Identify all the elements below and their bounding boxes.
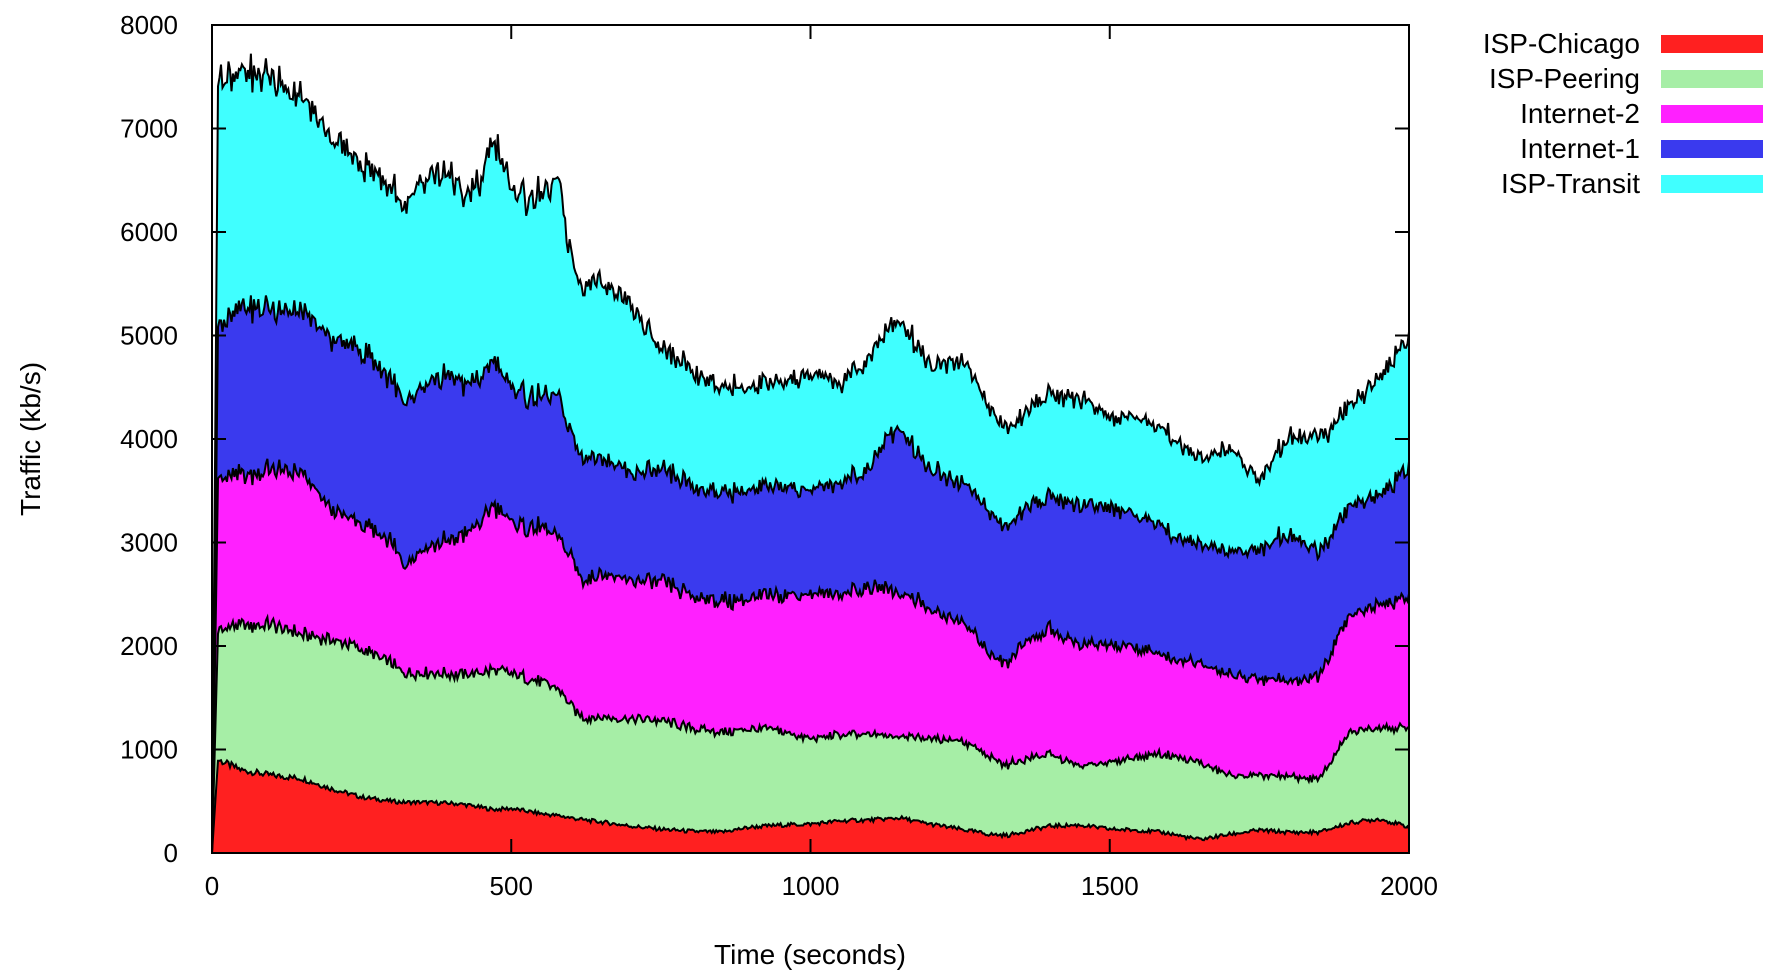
legend-swatch: [1661, 70, 1763, 88]
boundary-line-internet-2: [211, 458, 1410, 854]
legend-label: Internet-1: [1520, 133, 1640, 164]
legend-label: Internet-2: [1520, 98, 1640, 129]
legend-swatch: [1661, 140, 1763, 158]
y-tick-label: 1000: [120, 735, 178, 765]
x-axis-title: Time (seconds): [714, 939, 906, 970]
legend-swatch: [1661, 105, 1763, 123]
x-tick-label: 1000: [782, 871, 840, 901]
y-tick-label: 3000: [120, 528, 178, 558]
legend-item-isp-peering: ISP-Peering: [1489, 63, 1763, 94]
legend-item-internet-2: Internet-2: [1520, 98, 1763, 129]
x-tick-label: 500: [490, 871, 533, 901]
legend-item-internet-1: Internet-1: [1520, 133, 1763, 164]
area-isp-transit: [212, 53, 1409, 853]
tick-layer: 0 500 1000 1500 2000 0 1000 2000 3000 4000 5000 600…: [120, 10, 1438, 901]
y-tick-label: 6000: [120, 217, 178, 247]
boundary-line-isp-chicago: [211, 758, 1410, 854]
x-tick-label: 2000: [1380, 871, 1438, 901]
legend-label: ISP-Transit: [1501, 168, 1640, 199]
y-tick-label: 7000: [120, 114, 178, 144]
y-tick-label: 0: [164, 838, 178, 868]
area-internet-2: [212, 458, 1409, 853]
x-tick-label: 0: [205, 871, 219, 901]
legend-item-isp-transit: ISP-Transit: [1501, 168, 1763, 199]
legend-label: ISP-Peering: [1489, 63, 1640, 94]
y-tick-label: 8000: [120, 10, 178, 40]
legend-swatch: [1661, 175, 1763, 193]
boundary-line-isp-peering: [211, 613, 1410, 854]
legend-item-isp-chicago: ISP-Chicago: [1483, 28, 1763, 59]
y-axis-title: Traffic (kb/s): [15, 362, 46, 516]
area-internet-1: [212, 295, 1409, 853]
boundary-line-internet-1: [211, 295, 1410, 854]
area-isp-peering: [212, 617, 1409, 853]
legend-label: ISP-Chicago: [1483, 28, 1640, 59]
y-tick-label: 2000: [120, 631, 178, 661]
boundary-line-isp-transit: [211, 53, 1410, 854]
boundary-line-layer: [211, 53, 1410, 854]
y-tick-label: 5000: [120, 321, 178, 351]
legend: ISP-Chicago ISP-Peering Internet-2 Internet…: [1483, 28, 1763, 199]
area-layer: [212, 53, 1409, 853]
legend-swatch: [1661, 35, 1763, 53]
x-tick-label: 1500: [1081, 871, 1139, 901]
y-tick-label: 4000: [120, 424, 178, 454]
